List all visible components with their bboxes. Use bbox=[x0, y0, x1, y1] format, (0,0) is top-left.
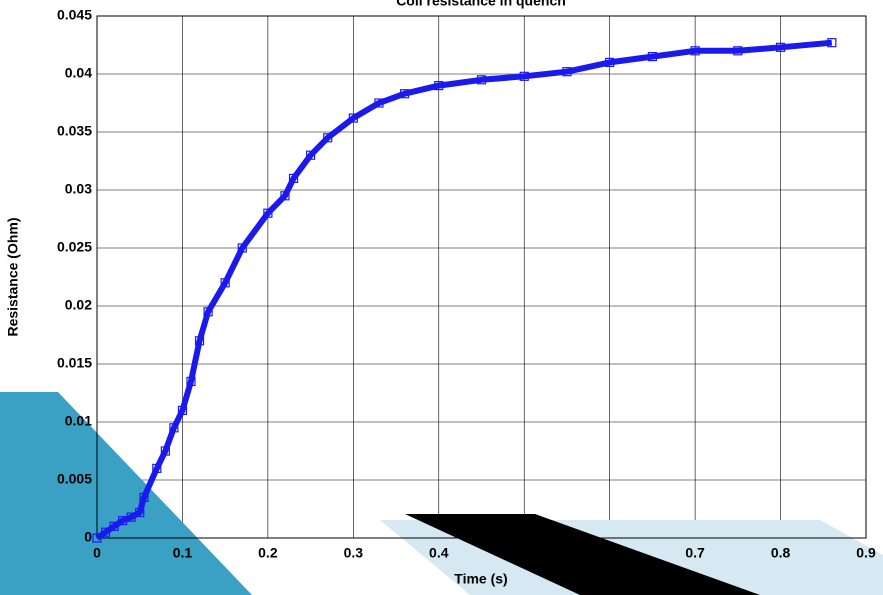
y-tick-label: 0 bbox=[84, 529, 92, 545]
x-tick-label: 0.7 bbox=[685, 545, 705, 561]
x-tick-label: 0.4 bbox=[429, 545, 449, 561]
data-marker bbox=[109, 521, 119, 532]
plot-frame bbox=[96, 15, 867, 539]
data-marker bbox=[775, 42, 786, 52]
y-tick-label: 0.045 bbox=[57, 7, 92, 23]
data-marker bbox=[323, 133, 333, 143]
data-marker bbox=[135, 507, 145, 518]
y-tick-label: 0.035 bbox=[57, 123, 92, 139]
data-marker bbox=[220, 278, 230, 288]
data-marker bbox=[194, 336, 205, 346]
x-tick-label: 0.5 bbox=[514, 545, 534, 561]
data-marker bbox=[288, 173, 299, 183]
data-marker bbox=[605, 57, 615, 68]
x-tick-label: 0.2 bbox=[258, 545, 278, 561]
x-tick-label: 0.6 bbox=[600, 545, 620, 561]
data-marker bbox=[733, 46, 743, 56]
data-marker bbox=[519, 71, 529, 81]
data-marker bbox=[237, 243, 247, 253]
data-marker bbox=[434, 80, 444, 91]
y-tick-label: 0.01 bbox=[65, 413, 92, 429]
decor-arrow bbox=[405, 514, 760, 595]
data-marker bbox=[562, 67, 572, 77]
data-marker bbox=[203, 307, 213, 317]
decor-chevron bbox=[0, 392, 252, 595]
data-marker bbox=[169, 423, 179, 433]
y-tick-label: 0.015 bbox=[57, 355, 92, 371]
data-marker bbox=[348, 113, 358, 123]
x-tick-label: 0.3 bbox=[344, 545, 364, 561]
data-marker bbox=[306, 150, 316, 160]
data-layer bbox=[92, 38, 837, 543]
data-marker bbox=[100, 527, 111, 537]
y-tick-label: 0.03 bbox=[65, 181, 92, 197]
x-tick-label: 0.1 bbox=[173, 545, 193, 561]
data-marker bbox=[92, 533, 102, 543]
data-marker bbox=[126, 512, 136, 522]
data-marker bbox=[374, 98, 384, 108]
data-marker bbox=[827, 38, 837, 48]
y-tick-label: 0.02 bbox=[65, 297, 92, 313]
y-axis-label: Resistance (Ohm) bbox=[5, 217, 21, 336]
data-marker bbox=[177, 405, 188, 415]
data-marker bbox=[400, 89, 410, 99]
data-marker bbox=[690, 46, 700, 56]
data-marker bbox=[280, 191, 290, 201]
data-marker bbox=[160, 446, 170, 456]
data-marker bbox=[152, 463, 162, 473]
x-tick-label: 0.9 bbox=[856, 545, 876, 561]
data-marker bbox=[263, 208, 273, 218]
data-marker bbox=[476, 75, 487, 85]
x-axis-label: Time (s) bbox=[454, 571, 507, 587]
data-marker bbox=[186, 376, 196, 386]
chart-title: Coil resistance in quench bbox=[396, 0, 566, 9]
y-tick-label: 0.025 bbox=[57, 239, 92, 255]
data-line bbox=[95, 39, 833, 541]
data-marker bbox=[647, 51, 657, 62]
x-tick-label: 0.8 bbox=[771, 545, 791, 561]
x-tick-label: 0 bbox=[93, 545, 101, 561]
y-tick-label: 0.005 bbox=[57, 471, 92, 487]
y-tick-label: 0.04 bbox=[65, 65, 92, 81]
data-marker bbox=[139, 492, 149, 502]
